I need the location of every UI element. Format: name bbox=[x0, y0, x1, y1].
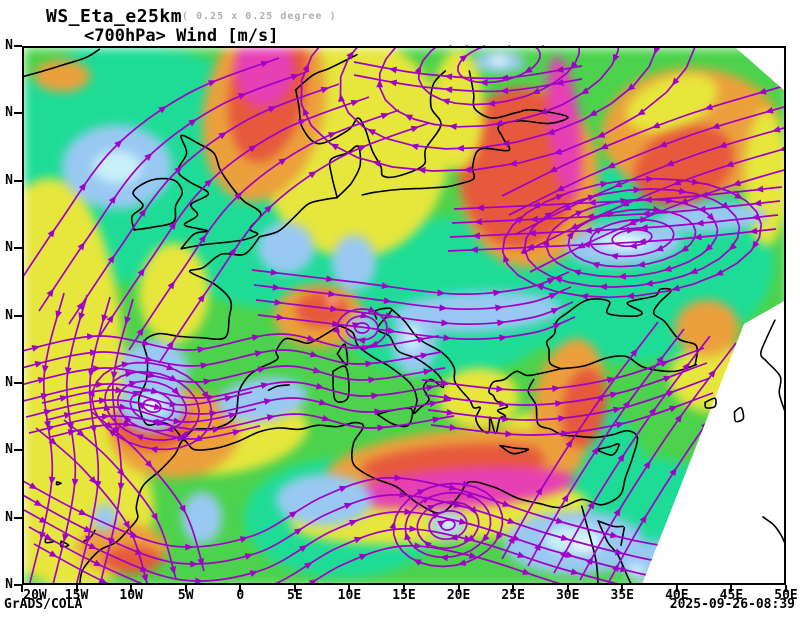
x-tick bbox=[348, 585, 351, 592]
y-tick-label: N bbox=[5, 105, 13, 121]
y-tick bbox=[14, 516, 22, 519]
x-tick-label: 5E bbox=[287, 588, 303, 603]
y-tick bbox=[14, 45, 22, 47]
x-tick-label: 5W bbox=[177, 588, 194, 603]
x-tick-label: 10E bbox=[337, 588, 362, 603]
x-tick-label: 20E bbox=[446, 588, 471, 603]
creation-timestamp: 2025-09-26-08:39 bbox=[669, 597, 795, 612]
y-tick-label: N bbox=[5, 374, 13, 390]
x-tick bbox=[403, 585, 405, 592]
x-tick bbox=[21, 585, 23, 592]
x-tick bbox=[785, 585, 787, 592]
y-tick bbox=[14, 584, 22, 586]
y-tick bbox=[14, 179, 22, 182]
x-tick-label: 0 bbox=[236, 588, 245, 603]
x-tick bbox=[75, 585, 78, 592]
x-tick bbox=[621, 585, 624, 592]
y-tick-label: N bbox=[5, 442, 13, 458]
y-tick-label: N bbox=[5, 38, 13, 53]
y-tick-label: N bbox=[5, 509, 13, 525]
x-tick bbox=[457, 585, 460, 592]
resolution-note: ( 0.25 x 0.25 degree ) bbox=[182, 11, 337, 22]
x-tick-label: 20W bbox=[23, 588, 47, 603]
x-tick bbox=[184, 585, 187, 592]
x-tick bbox=[512, 585, 515, 592]
streamline-layer bbox=[24, 48, 784, 583]
coastline-layer bbox=[24, 48, 784, 583]
x-tick bbox=[730, 585, 733, 592]
y-tick-label: N bbox=[5, 307, 13, 323]
x-tick bbox=[293, 585, 296, 592]
x-tick-label: 15W bbox=[64, 588, 89, 603]
x-tick-label: 25E bbox=[501, 588, 525, 603]
x-tick-label: 30E bbox=[555, 588, 580, 603]
y-tick-label: N bbox=[5, 240, 13, 256]
x-tick-label: 45E bbox=[719, 588, 744, 603]
y-tick-label: N bbox=[5, 577, 13, 592]
map-frame bbox=[22, 46, 786, 585]
x-tick-label: 15E bbox=[392, 588, 416, 603]
y-tick bbox=[14, 381, 22, 384]
page-title-line: WS_Eta_e25km( 0.25 x 0.25 degree ) bbox=[46, 6, 337, 27]
variable-label: <700hPa> Wind [m/s] bbox=[84, 26, 279, 46]
y-tick bbox=[14, 314, 22, 317]
page-title: WS_Eta_e25km bbox=[46, 6, 183, 27]
x-tick bbox=[566, 585, 569, 592]
x-tick-label: 40E bbox=[665, 588, 689, 603]
x-tick-label: 10W bbox=[119, 588, 143, 603]
x-tick bbox=[675, 585, 678, 592]
y-tick bbox=[14, 247, 22, 250]
y-tick bbox=[14, 112, 22, 115]
y-tick bbox=[14, 449, 22, 452]
grads-credit: GrADS/COLA bbox=[4, 597, 83, 612]
x-tick-label: 35E bbox=[610, 588, 635, 603]
x-tick bbox=[130, 585, 133, 592]
x-tick-label: 50E bbox=[774, 588, 798, 603]
x-tick bbox=[239, 585, 242, 592]
y-tick-label: N bbox=[5, 172, 13, 188]
